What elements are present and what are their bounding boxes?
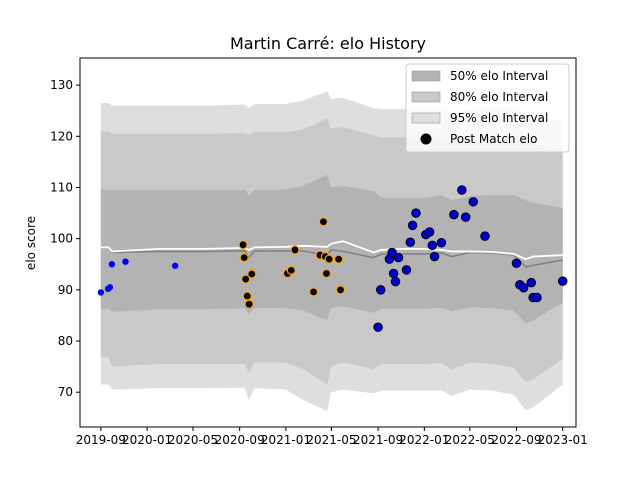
data-point <box>427 240 438 251</box>
elo-lines <box>100 240 563 268</box>
data-point <box>390 276 401 287</box>
data-point <box>318 217 329 227</box>
data-point <box>407 220 418 231</box>
y-tick-label: 70 <box>58 385 73 399</box>
legend-box <box>405 63 570 153</box>
data-point <box>387 247 397 258</box>
x-tick-label: 2020-05 <box>168 433 218 447</box>
x-tick-label: 2023-01 <box>538 433 588 447</box>
data-point <box>308 287 319 297</box>
data-point <box>401 265 412 275</box>
x-tick-label: 2019-09 <box>76 433 126 447</box>
legend-marker <box>420 133 432 145</box>
x-tick-label: 2020-01 <box>122 433 172 447</box>
data-point <box>449 209 459 220</box>
x-tick-label: 2020-09 <box>215 433 265 447</box>
data-point <box>335 285 346 295</box>
data-point <box>321 268 332 279</box>
data-point <box>241 274 251 284</box>
data-point <box>238 240 248 250</box>
legend: 50% elo Interval 80% elo Interval 95% elo … <box>405 63 570 153</box>
y-tick-label: 130 <box>50 78 73 92</box>
y-tick-label: 110 <box>50 180 73 194</box>
data-point <box>375 285 386 295</box>
data-point <box>557 276 568 286</box>
data-point <box>468 197 478 207</box>
data-point <box>460 212 471 222</box>
axes: 7080901001101201302019-092020-012020-052… <box>50 57 588 447</box>
x-tick-label: 2021-01 <box>261 433 311 447</box>
data-point <box>411 208 421 218</box>
y-tick-label: 80 <box>58 334 73 348</box>
data-point <box>290 245 300 255</box>
data-point <box>424 227 435 237</box>
y-tick-label: 120 <box>50 129 73 143</box>
chart-title: Martin Carré: elo History <box>230 34 426 53</box>
legend-swatch <box>411 91 441 103</box>
data-point <box>405 237 416 247</box>
band-50 <box>100 174 563 324</box>
data-point <box>324 254 334 264</box>
plot-frame <box>79 57 577 428</box>
data-point <box>239 252 249 263</box>
x-tick-label: 2022-09 <box>491 433 541 447</box>
data-point <box>171 262 179 269</box>
post-match-points <box>97 185 568 332</box>
y-tick-label: 90 <box>58 283 73 297</box>
data-point <box>334 254 344 264</box>
data-point <box>532 292 542 303</box>
data-point <box>388 268 399 279</box>
data-point <box>457 185 467 195</box>
legend-label: Post Match elo <box>450 132 537 146</box>
data-point <box>247 269 257 279</box>
y-tick-label: 100 <box>50 232 73 246</box>
data-point <box>106 284 114 291</box>
data-point <box>373 322 383 332</box>
y-axis-label: elo score <box>24 216 38 270</box>
data-point <box>97 289 105 296</box>
data-point <box>286 265 296 275</box>
median-elo-line <box>100 240 563 261</box>
x-tick-label: 2021-09 <box>353 433 403 447</box>
data-point <box>122 258 129 265</box>
data-point <box>526 277 537 288</box>
data-point <box>480 231 490 241</box>
data-point <box>518 283 529 293</box>
legend-swatch <box>411 70 441 82</box>
data-point <box>108 261 116 268</box>
data-point <box>436 238 447 248</box>
data-point <box>242 291 252 301</box>
legend-label: 80% elo Interval <box>450 90 548 104</box>
legend-label: 50% elo Interval <box>450 69 548 83</box>
data-point <box>429 251 440 262</box>
legend-label: 95% elo Interval <box>450 111 548 125</box>
x-tick-label: 2021-05 <box>306 433 356 447</box>
data-point <box>393 252 404 263</box>
legend-swatch <box>411 112 441 124</box>
data-point <box>244 299 254 309</box>
data-point <box>511 258 522 268</box>
mean-elo-line <box>100 246 563 268</box>
interval-bands <box>100 91 563 412</box>
x-tick-label: 2022-01 <box>399 433 449 447</box>
x-tick-label: 2022-05 <box>445 433 495 447</box>
